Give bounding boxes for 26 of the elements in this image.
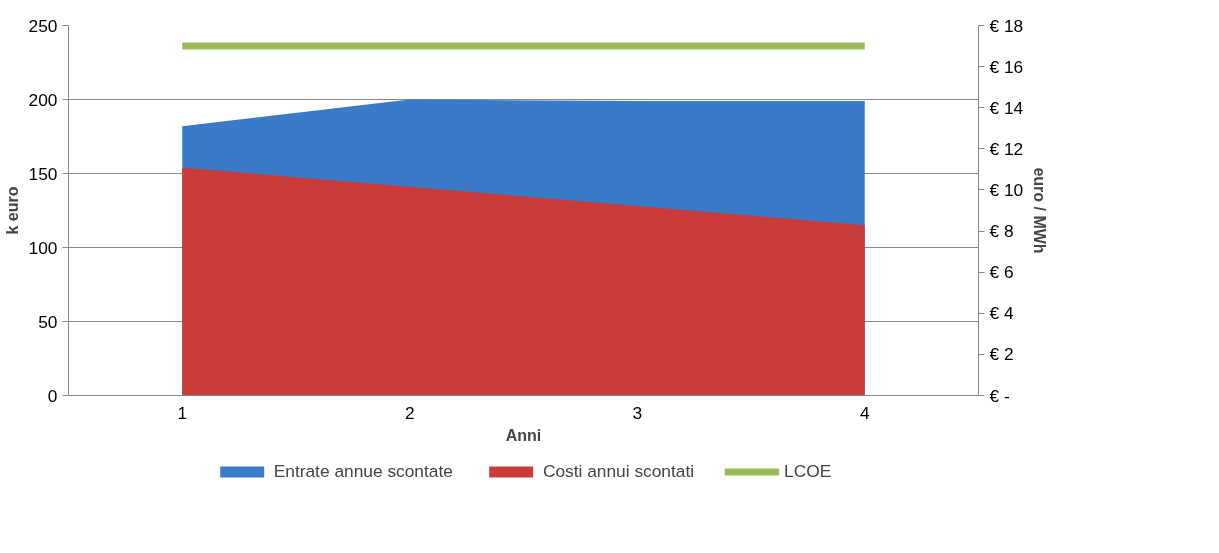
y-tick-label: 0: [47, 385, 58, 406]
y2-tick-label: € -: [989, 385, 1010, 406]
x-tick-label: 1: [177, 402, 188, 423]
y2-tick-label: € 8: [989, 221, 1014, 242]
legend-label: Entrate annue scontate: [273, 460, 453, 482]
legend-label: Costi annui scontati: [542, 460, 695, 482]
y-tick-label: 150: [28, 163, 58, 184]
y2-tick-label: € 16: [989, 56, 1024, 77]
x-tick-label: 2: [404, 402, 415, 423]
y2-tick-label: € 14: [989, 97, 1024, 118]
y-tick-label: 50: [38, 311, 58, 332]
y2-tick-label: € 2: [989, 344, 1014, 365]
y-tick-label: 250: [28, 15, 58, 36]
y-tick-label: 200: [28, 89, 58, 110]
y2-tick-label: € 6: [989, 262, 1014, 283]
y2-axis-title: euro / MWh: [1031, 167, 1049, 254]
y-axis-title: k euro: [3, 186, 21, 235]
x-axis-title: Anni: [505, 426, 542, 444]
y-tick-label: 100: [28, 237, 58, 258]
y2-tick-label: € 10: [989, 179, 1024, 200]
x-tick-label: 3: [632, 402, 643, 423]
y2-tick-label: € 4: [989, 303, 1014, 324]
legend-label: LCOE: [784, 460, 832, 482]
y2-tick-label: € 12: [989, 138, 1024, 159]
x-tick-label: 4: [859, 402, 870, 423]
y2-tick-label: € 18: [989, 15, 1024, 36]
